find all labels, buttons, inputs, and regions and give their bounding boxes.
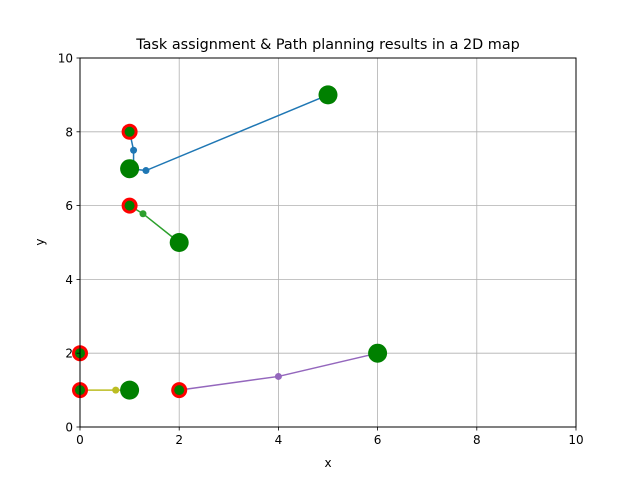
path-point <box>139 210 147 218</box>
task-marker <box>368 343 388 363</box>
agent-center-marker <box>124 200 135 211</box>
x-tick-label: 6 <box>374 433 382 447</box>
y-axis-label: y <box>33 238 47 245</box>
x-axis-label: x <box>324 456 331 470</box>
x-tick-label: 2 <box>175 433 183 447</box>
y-tick-label: 4 <box>65 273 73 287</box>
plot-frame <box>79 57 577 428</box>
tick-layer: 0 2 4 6 8 10 0 2 4 6 8 10 <box>58 52 584 448</box>
y-tick-label: 0 <box>65 421 73 435</box>
task-marker <box>318 85 338 105</box>
x-tick-label: 8 <box>473 433 481 447</box>
x-tick-label: 0 <box>76 433 84 447</box>
chart-title: Task assignment & Path planning results … <box>135 37 520 53</box>
path-point <box>274 372 282 380</box>
task-marker <box>120 380 140 400</box>
task-marker <box>120 159 140 179</box>
agent-center-marker <box>124 126 135 137</box>
x-tick-label: 10 <box>568 433 583 447</box>
path-point <box>142 167 150 175</box>
task-marker <box>169 233 189 252</box>
y-tick-label: 10 <box>58 52 73 66</box>
y-tick-label: 2 <box>65 347 73 361</box>
x-tick-label: 4 <box>275 433 283 447</box>
y-tick-label: 8 <box>65 125 73 139</box>
y-tick-label: 6 <box>65 199 73 213</box>
path-point <box>112 386 120 394</box>
agent-center-marker <box>174 385 185 396</box>
path-point <box>130 146 138 154</box>
